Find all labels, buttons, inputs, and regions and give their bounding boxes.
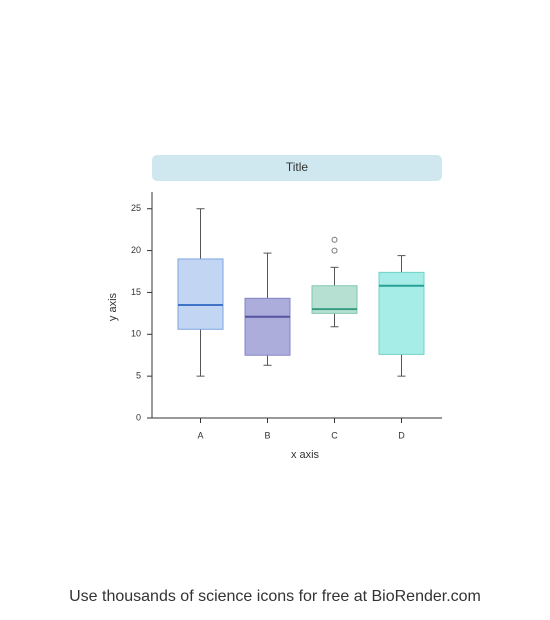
box bbox=[244, 297, 291, 356]
x-tick-label: D bbox=[398, 430, 405, 440]
outlier bbox=[331, 236, 338, 243]
y-tick-label: 10 bbox=[131, 329, 141, 339]
x-tick-label: A bbox=[197, 430, 203, 440]
y-tick-label: 20 bbox=[131, 245, 141, 255]
y-tick-label: 5 bbox=[136, 371, 141, 381]
chart-title: Title bbox=[286, 160, 309, 174]
outlier bbox=[331, 247, 338, 254]
title-bar bbox=[152, 155, 442, 181]
x-tick-label: C bbox=[331, 430, 338, 440]
box bbox=[378, 271, 425, 355]
y-tick-label: 25 bbox=[131, 203, 141, 213]
chart: Title x axis y axis 0 5 10 15 20 25 A B C D bbox=[107, 155, 442, 461]
y-tick-label: 15 bbox=[131, 287, 141, 297]
box bbox=[177, 258, 224, 330]
footer: Use thousands of science icons for free … bbox=[69, 588, 481, 605]
y-tick-label: 0 bbox=[136, 412, 141, 422]
x-axis-label: x axis bbox=[291, 449, 320, 461]
y-axis-label: y axis bbox=[107, 292, 119, 321]
x-tick-label: B bbox=[264, 430, 270, 440]
